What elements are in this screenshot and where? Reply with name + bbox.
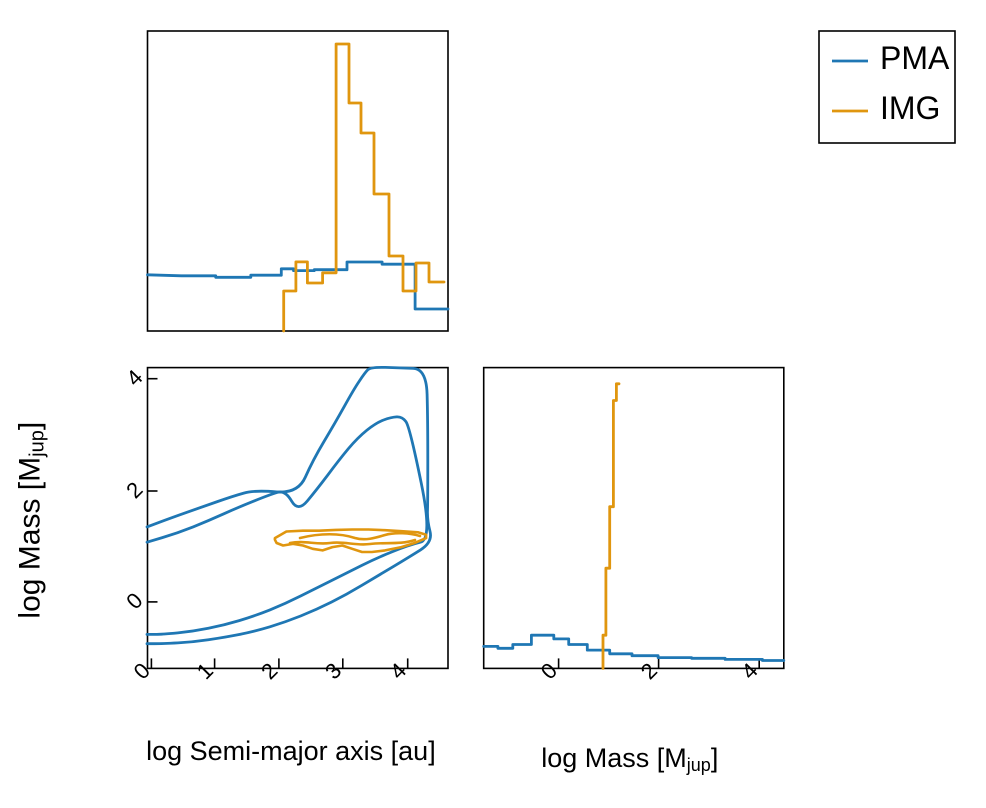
svg-text:IMG: IMG	[880, 90, 940, 126]
svg-text:log Semi-major axis [au]: log Semi-major axis [au]	[146, 736, 436, 766]
svg-text:PMA: PMA	[880, 40, 950, 76]
